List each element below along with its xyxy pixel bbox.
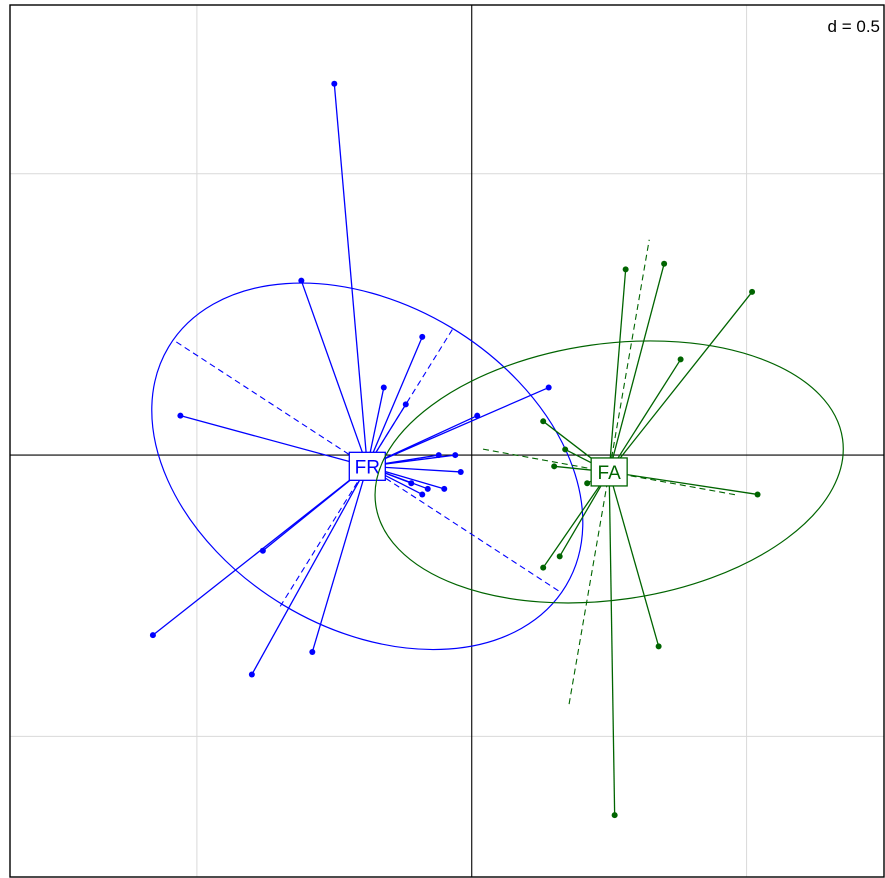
point-fa (749, 288, 756, 295)
point-fr (419, 333, 426, 340)
point-fr (248, 671, 255, 678)
star-segment-fa (608, 269, 627, 472)
point-fr (259, 547, 266, 554)
point-fr (457, 468, 464, 475)
star-segment-fa (609, 471, 758, 496)
point-fa (754, 491, 761, 498)
plot-frame (9, 4, 885, 878)
star-segment-fa (608, 359, 682, 473)
star-segment-fa (608, 471, 616, 816)
point-fa (562, 446, 569, 453)
star-segment-fa (608, 291, 753, 473)
star-segment-fr (333, 83, 368, 467)
point-fr (452, 452, 459, 459)
ellipse-axis-fa (482, 448, 736, 496)
point-fr (441, 485, 448, 492)
point-fr (298, 277, 305, 284)
group-label-fa: FA (598, 463, 622, 484)
point-fa (584, 480, 591, 487)
origin-axes (10, 5, 884, 877)
point-fr (331, 80, 338, 87)
point-fa (540, 418, 547, 425)
point-fr (402, 401, 409, 408)
point-fa (540, 564, 547, 571)
point-fr (435, 452, 442, 459)
scale-label-background (815, 14, 883, 38)
point-fr (424, 485, 431, 492)
star-segment-fa (542, 471, 610, 568)
group-fa: FA (374, 239, 844, 819)
point-fr (309, 648, 316, 655)
group-label-fr: FR (355, 457, 380, 478)
star-segment-fr (311, 466, 368, 653)
star-segment-fr (251, 466, 368, 675)
star-segment-fr (300, 280, 368, 467)
ellipse-fa (374, 340, 844, 604)
label-box-fa (590, 457, 628, 487)
scale-label: d = 0.5 (828, 17, 880, 36)
point-fa (677, 356, 684, 363)
class-groups: FR FA (149, 80, 844, 819)
point-fa (556, 553, 563, 560)
point-fr (419, 491, 426, 498)
point-fr (408, 480, 415, 487)
point-fa (611, 812, 618, 819)
point-fa (655, 643, 662, 650)
point-fr (545, 384, 552, 391)
point-fr (474, 412, 481, 419)
point-fa (661, 260, 668, 267)
ellipse-axis-fr (175, 341, 559, 592)
star-segment-fr (180, 415, 368, 467)
point-fa (551, 463, 558, 470)
star-segment-fr (367, 386, 549, 467)
point-fr (380, 384, 387, 391)
group-fr: FR (149, 80, 584, 678)
label-box-fr (348, 451, 386, 481)
star-segment-fr (366, 336, 423, 467)
star-segment-fa (608, 263, 665, 473)
point-fr (149, 632, 156, 639)
star-segment-fa (608, 471, 660, 647)
point-fr (177, 412, 184, 419)
ellipse-fr (151, 282, 584, 651)
grid-lines (10, 5, 884, 877)
point-fa (622, 266, 629, 273)
